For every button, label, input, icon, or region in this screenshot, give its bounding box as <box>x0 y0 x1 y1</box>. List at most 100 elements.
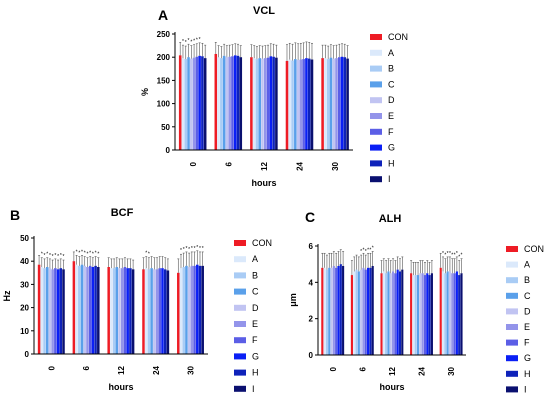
bar-F-0 <box>335 267 338 355</box>
legend-swatch-C <box>370 81 382 88</box>
x-tick-label: 24 <box>296 161 305 170</box>
y-axis-title: μm <box>288 293 298 307</box>
legend-label-A: A <box>524 260 530 270</box>
significance-star: * <box>360 249 362 255</box>
significance-star: * <box>76 249 78 255</box>
legend-swatch-E <box>370 113 382 119</box>
significance-star: * <box>182 39 184 45</box>
significance-star: * <box>185 246 187 252</box>
bar-H-12 <box>129 268 132 354</box>
y-axis-title: % <box>140 88 150 96</box>
significance-star: * <box>449 251 451 257</box>
bar-G-6 <box>233 55 237 151</box>
bar-I-0 <box>342 265 345 355</box>
bar-G-30 <box>196 264 199 354</box>
legend-label-F: F <box>524 338 530 348</box>
bar-D-0 <box>190 58 193 151</box>
bar-F-0 <box>54 268 57 354</box>
legend-label-I: I <box>524 384 527 394</box>
bar-C-12 <box>115 267 119 354</box>
bar-G-24 <box>426 273 429 355</box>
legend-swatch-B <box>506 277 518 284</box>
bar-G-12 <box>269 56 273 150</box>
bar-G-6 <box>91 267 95 354</box>
bar-D-12 <box>118 268 121 354</box>
x-tick-label: 6 <box>224 161 233 166</box>
x-axis-title: hours <box>251 178 276 188</box>
bar-A-0 <box>323 267 326 355</box>
bar-E-0 <box>51 269 54 354</box>
legend-label-H: H <box>252 368 259 378</box>
legend-label-G: G <box>388 143 395 153</box>
bar-C-30 <box>185 265 188 354</box>
bar-E-6 <box>86 267 89 354</box>
bar-B-0 <box>184 59 188 151</box>
bar-F-30 <box>337 57 341 151</box>
bar-G-24 <box>161 268 164 354</box>
legend-label-D: D <box>252 303 259 313</box>
x-axis-title: hours <box>108 382 133 392</box>
significance-star: * <box>145 251 147 257</box>
legend-label-E: E <box>388 111 394 121</box>
significance-star: * <box>444 253 446 259</box>
significance-star: * <box>447 251 449 257</box>
significance-star: * <box>196 245 198 251</box>
bar-D-0 <box>48 268 52 354</box>
legend-swatch-CON <box>234 240 246 246</box>
legend-swatch-I <box>370 176 382 183</box>
significance-star: * <box>92 252 94 258</box>
legend-label-H: H <box>388 158 395 168</box>
legend-label-D: D <box>388 95 395 105</box>
bar-F-24 <box>158 268 162 354</box>
significance-star: * <box>89 251 91 257</box>
bar-B-24 <box>291 60 294 151</box>
significance-star: * <box>372 245 374 251</box>
bar-CON-30 <box>321 58 324 150</box>
y-tick-label: 4 <box>309 278 314 287</box>
significance-star: * <box>95 251 97 257</box>
y-tick-label: 0 <box>166 146 171 155</box>
bar-A-24 <box>144 268 148 354</box>
bar-H-30 <box>198 265 202 354</box>
bar-A-0 <box>181 58 185 150</box>
bar-I-12 <box>401 269 404 355</box>
bar-CON-6 <box>72 261 76 354</box>
significance-star: * <box>46 252 48 258</box>
bar-D-30 <box>187 267 191 354</box>
bar-A-30 <box>179 268 183 354</box>
legend-label-D: D <box>524 306 531 316</box>
significance-star: * <box>86 252 88 258</box>
bar-CON-0 <box>321 267 324 355</box>
x-tick-label: 30 <box>331 161 340 170</box>
significance-star: * <box>188 247 190 253</box>
significance-star: * <box>442 251 444 257</box>
x-tick-label: 12 <box>260 161 269 170</box>
significance-star: * <box>44 253 46 259</box>
legend-label-B: B <box>388 64 394 74</box>
bar-G-0 <box>337 265 340 355</box>
bar-E-24 <box>155 269 159 354</box>
significance-star: * <box>148 252 150 258</box>
bar-B-6 <box>220 58 223 150</box>
x-tick-label: 6 <box>358 366 367 371</box>
bar-B-6 <box>78 265 81 354</box>
x-tick-label: 24 <box>152 365 161 374</box>
legend-label-A: A <box>252 254 258 264</box>
bar-C-0 <box>187 57 190 151</box>
bar-E-6 <box>362 267 365 355</box>
bar-F-6 <box>364 269 367 355</box>
y-tick-label: 200 <box>157 53 171 62</box>
bar-H-30 <box>458 275 461 355</box>
bar-I-6 <box>371 265 374 355</box>
bar-CON-30 <box>177 272 180 354</box>
bar-D-12 <box>261 58 264 151</box>
significance-star: * <box>191 246 193 252</box>
legend-label-E: E <box>252 319 258 329</box>
bar-C-6 <box>222 55 226 151</box>
chart-panel-A: A VCL* * * * * * *0 6 12 24 30050100150200250%hours… <box>140 5 408 188</box>
bar-H-24 <box>163 269 167 354</box>
chart-title: BCF <box>111 207 134 219</box>
bar-G-12 <box>396 269 399 355</box>
